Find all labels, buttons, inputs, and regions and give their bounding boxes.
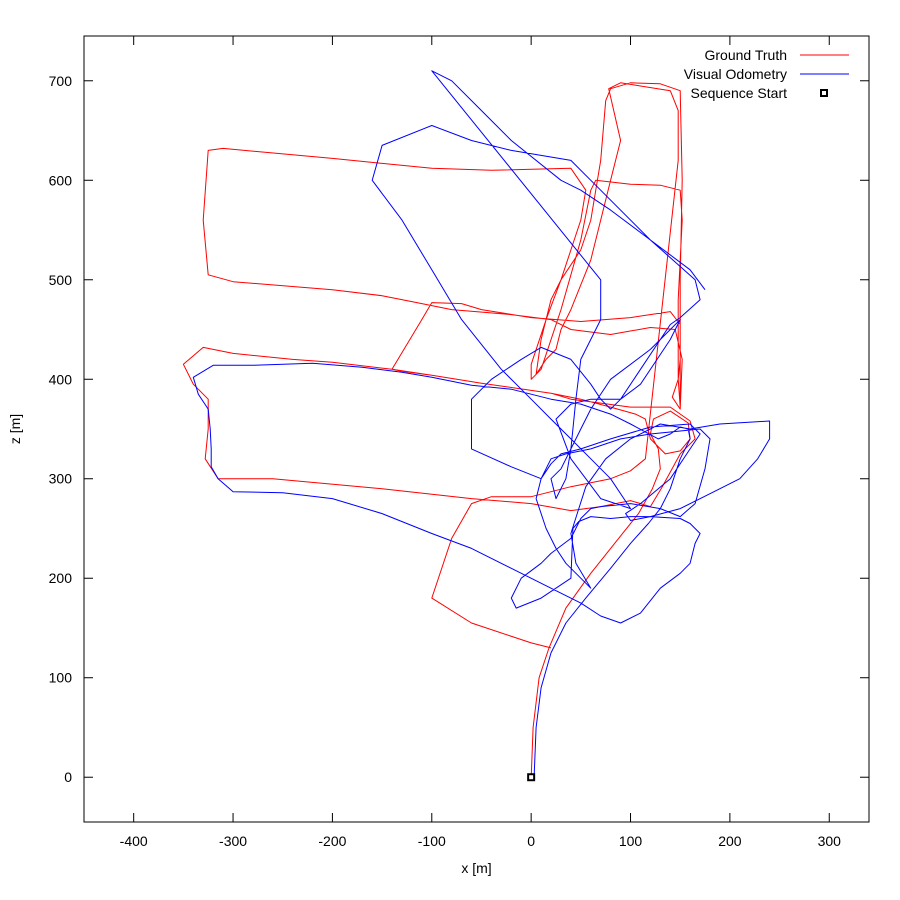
y-tick-label: 200 [49,570,73,586]
x-tick-label: 100 [619,833,643,849]
y-tick-label: 700 [49,73,73,89]
y-tick-label: 500 [49,272,73,288]
plot-content [182,70,771,782]
y-tick-label: 100 [49,670,73,686]
x-axis-label: x [m] [461,860,491,876]
x-tick-label: -200 [318,833,346,849]
series-line-visual-odometry [192,70,771,778]
legend-label-ground-truth: Ground Truth [705,47,788,63]
y-tick-label: 0 [64,769,72,785]
series-line-ground-truth [182,82,696,778]
legend-swatch-sequence-start [820,89,828,97]
legend: Ground Truth Visual Odometry Sequence St… [684,47,849,101]
x-tick-label: -100 [418,833,446,849]
x-tick-label: 300 [818,833,842,849]
legend-label-sequence-start: Sequence Start [690,85,787,101]
y-tick-label: 300 [49,471,73,487]
x-tick-label: -400 [120,833,148,849]
axis-ticks: -400 -300 -200 -100 0 100 200 300 0 100 200 300 400 5… [49,36,869,849]
x-tick-label: 0 [527,833,535,849]
legend-label-visual-odometry: Visual Odometry [684,66,787,82]
x-tick-label: -300 [219,833,247,849]
x-tick-label: 200 [718,833,742,849]
sequence-start-marker [527,773,536,782]
y-tick-label: 400 [49,371,73,387]
y-tick-label: 600 [49,172,73,188]
y-axis-label: z [m] [7,414,23,444]
plot-frame [83,35,870,823]
